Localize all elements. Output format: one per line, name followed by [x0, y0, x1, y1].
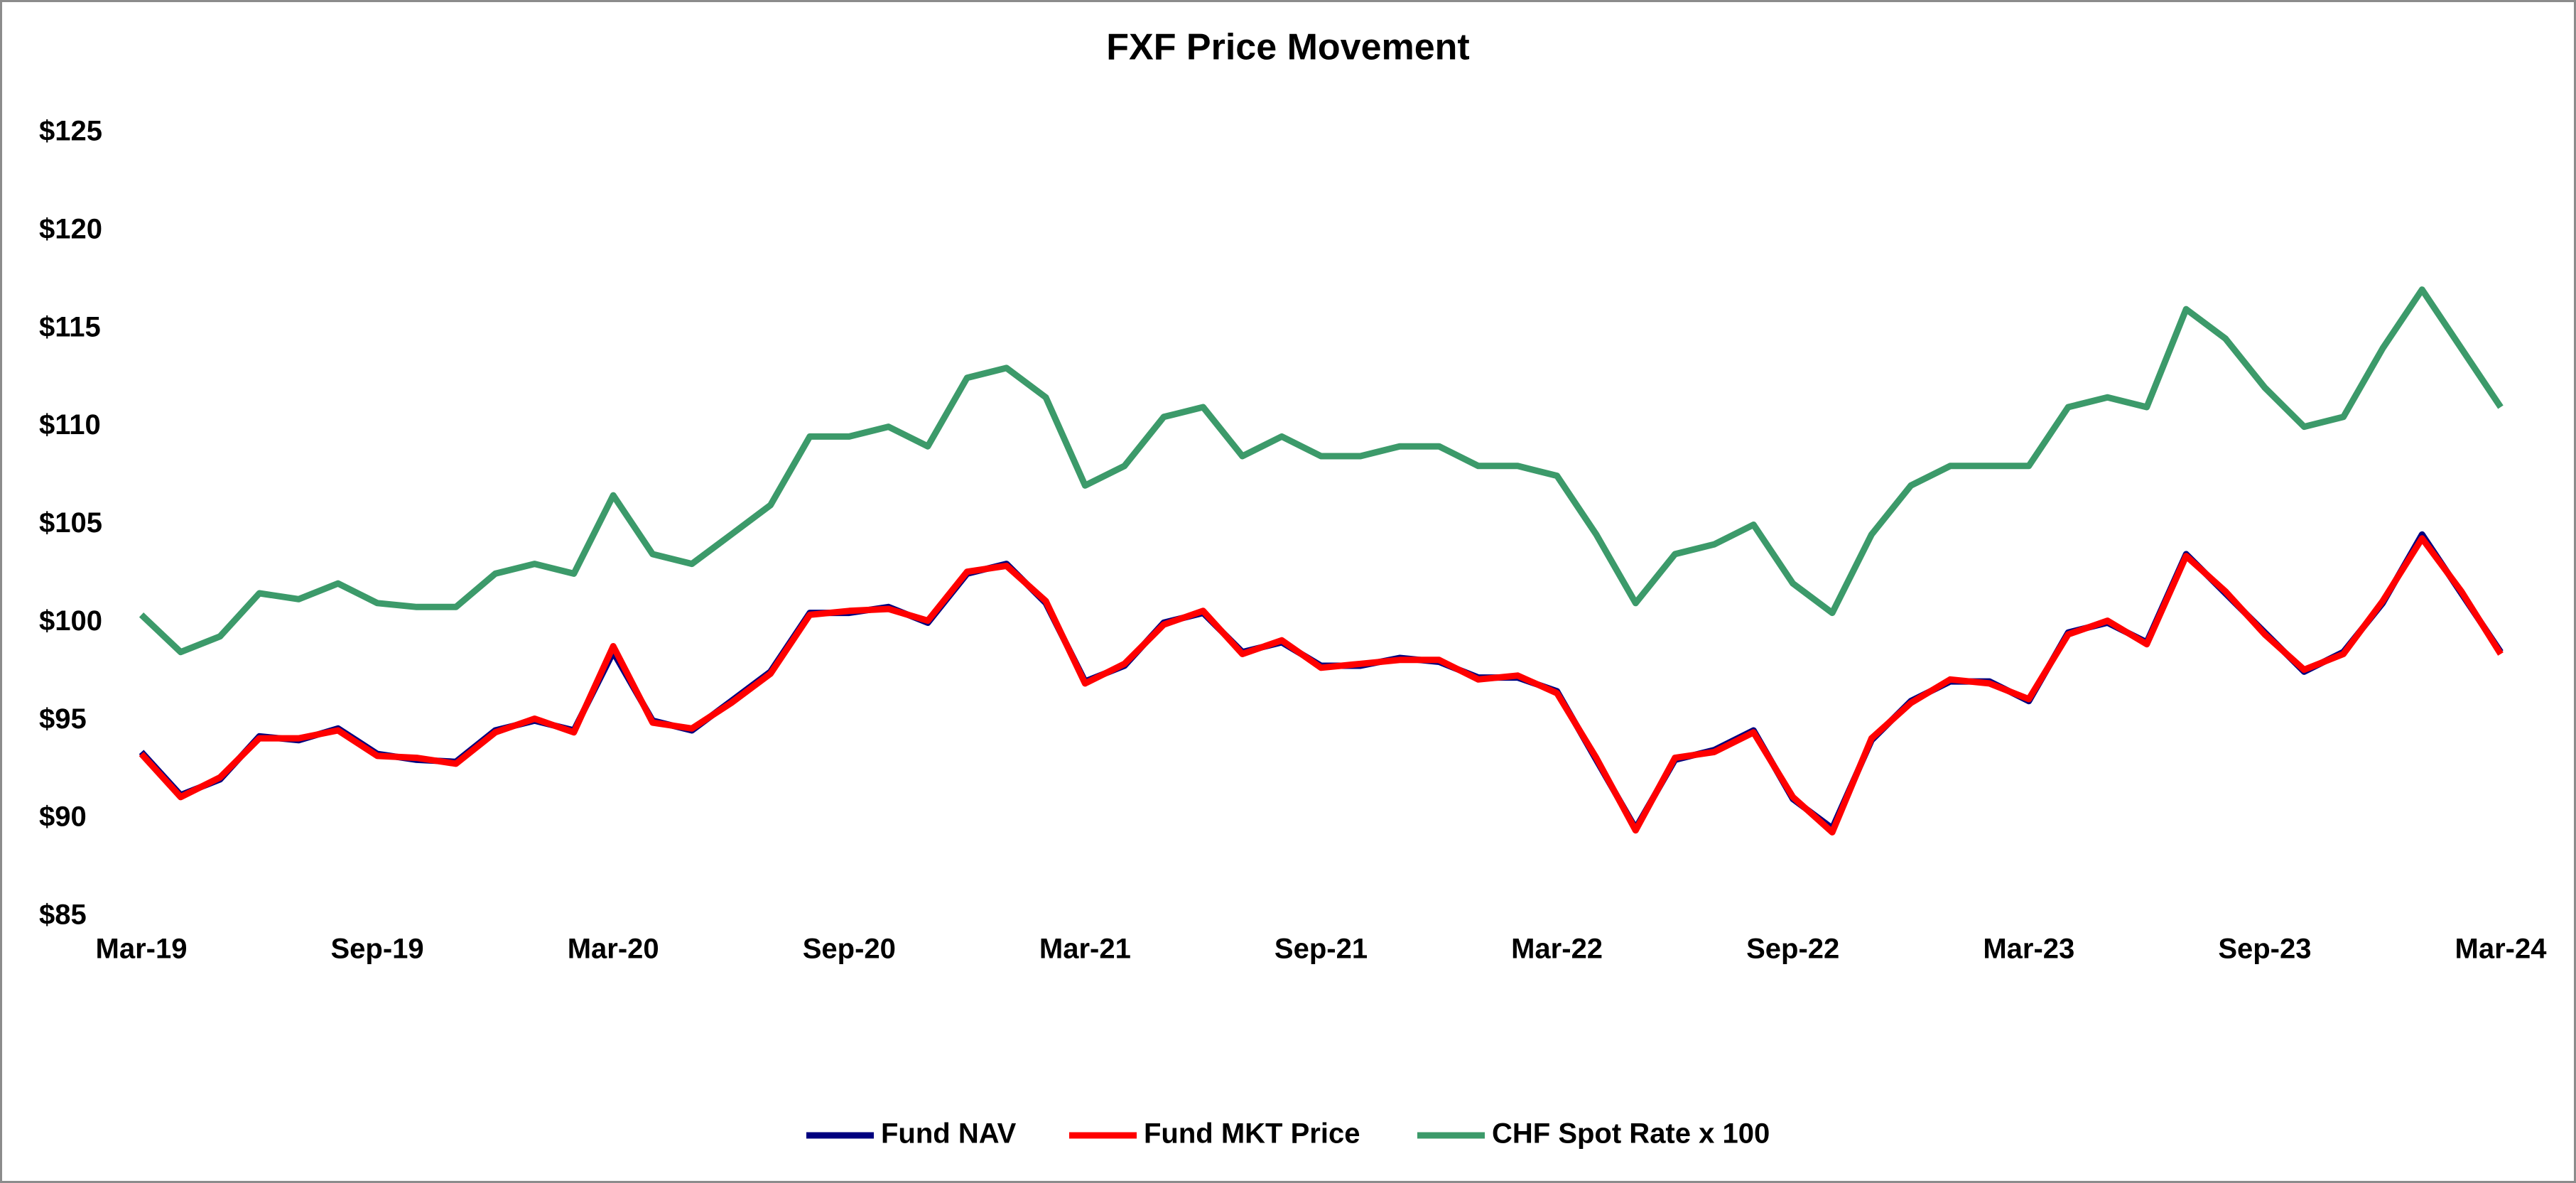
y-tick-label: $115 [39, 311, 101, 342]
y-tick-label: $100 [39, 605, 102, 637]
x-tick-label: Sep-23 [2218, 934, 2311, 965]
y-tick-label: $85 [39, 900, 87, 931]
legend-label: CHF Spot Rate x 100 [1492, 1118, 1770, 1150]
x-tick-label: Sep-20 [803, 934, 896, 965]
y-tick-label: $90 [39, 801, 87, 833]
x-tick-label: Sep-19 [331, 934, 424, 965]
x-tick-label: Sep-21 [1275, 934, 1368, 965]
y-tick-label: $125 [39, 116, 102, 147]
legend-label: Fund NAV [881, 1118, 1017, 1150]
y-tick-label: $120 [39, 213, 102, 244]
x-tick-label: Mar-21 [1039, 934, 1131, 965]
x-tick-label: Mar-20 [568, 934, 659, 965]
series-line [139, 535, 2504, 836]
chart-title: FXF Price Movement [1106, 27, 1469, 68]
x-tick-label: Mar-24 [2455, 934, 2548, 965]
x-tick-label: Mar-23 [1983, 934, 2074, 965]
y-tick-label: $105 [39, 507, 102, 539]
series-line [139, 286, 2504, 656]
x-tick-label: Mar-19 [96, 934, 188, 965]
y-tick-label: $110 [39, 409, 101, 441]
x-tick-label: Sep-22 [1746, 934, 1839, 965]
y-tick-label: $95 [39, 703, 87, 735]
x-tick-label: Mar-22 [1511, 934, 1603, 965]
legend-label: Fund MKT Price [1144, 1118, 1360, 1150]
